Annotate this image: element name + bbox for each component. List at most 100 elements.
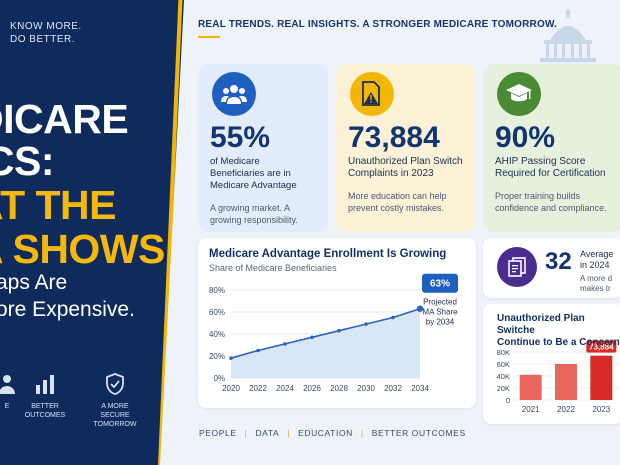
stat-description: Unauthorized Plan Switch Complaints in 2… [348, 156, 463, 179]
x-tick-label: 2032 [384, 384, 402, 393]
data-point [337, 328, 341, 333]
series-line [230, 307, 421, 359]
bar [519, 374, 542, 400]
annotation-text: by 2034 [426, 318, 455, 327]
annotation-text: Projected [423, 298, 457, 307]
y-tick-label: 40% [209, 330, 225, 339]
x-tick-label: 2030 [357, 384, 375, 393]
data-point [256, 348, 260, 353]
headline-line-4: A SHOWS [0, 226, 165, 272]
people-icon [221, 85, 247, 104]
stat-description: of Medicare Beneficiaries are in Medicar… [210, 156, 297, 191]
stat-value: 90% [495, 121, 556, 154]
x-tick-label: 2028 [330, 384, 348, 393]
stat-value: 55% [210, 121, 271, 154]
mini-stat-note: A more d makes tr [580, 274, 613, 293]
data-label-badge [586, 340, 617, 353]
x-tick-label: 2020 [222, 384, 240, 393]
mini-stat-card: 32 Average in 2024 A more d makes tr [483, 238, 620, 298]
subhead-line-1: aps Are [0, 271, 68, 294]
data-point [229, 356, 233, 360]
y-tick-label: 0 [506, 396, 510, 405]
line-chart-subtitle: Share of Medicare Beneficiaries [209, 263, 337, 273]
document-warning-icon [362, 81, 380, 106]
stat-card-ahip: 90% AHIP Passing Score Required for Cert… [483, 64, 620, 232]
left-panel: KNOW MORE. DO BETTER. DICARE ICS: AT THE… [0, 0, 192, 465]
y-tick-label: 80K [497, 348, 510, 357]
stat-badge [212, 72, 256, 116]
y-tick-label: 20K [497, 384, 510, 393]
y-tick-label: 60K [497, 360, 510, 369]
y-tick-label: 40K [497, 372, 510, 381]
x-tick-label: 2034 [411, 384, 429, 393]
y-tick-label: 80% [209, 286, 225, 295]
left-icon-label: BETTER OUTCOMES [24, 403, 66, 419]
left-icon-people: E [0, 372, 42, 411]
graduation-cap-icon [506, 84, 532, 102]
line-area [231, 308, 420, 378]
data-point [364, 322, 368, 326]
headline-line-3: AT THE [0, 182, 117, 228]
annotation-value: 63% [430, 279, 450, 290]
x-tick-label: 2021 [522, 405, 540, 414]
people-icon [0, 375, 15, 394]
stat-note: More education can help prevent costly m… [348, 191, 447, 213]
data-point [416, 305, 424, 312]
headline-line-1: DICARE [0, 96, 129, 142]
documents-icon [508, 257, 526, 277]
x-tick-label: 2024 [276, 384, 294, 393]
annotation-badge [422, 273, 458, 293]
bar [590, 355, 613, 400]
y-tick-label: 20% [209, 352, 225, 361]
y-tick-label: 0% [213, 374, 225, 383]
shield-check-icon [106, 373, 124, 395]
mini-stat-value: 32 [545, 248, 572, 275]
header-tagline: REAL TRENDS. REAL INSIGHTS. A STRONGER M… [198, 19, 558, 30]
x-tick-label: 2023 [592, 405, 610, 414]
x-tick-label: 2026 [303, 384, 321, 393]
bar-chart-title: Unauthorized Plan Switche Continue to Be… [497, 313, 620, 348]
left-icon-outcomes: BETTER OUTCOMES [10, 372, 80, 420]
footer-item-education: EDUCATION [298, 428, 353, 438]
data-point [310, 335, 314, 340]
footer-separator: | [244, 428, 248, 438]
bar [555, 364, 577, 400]
stat-note: Proper training builds confidence and co… [495, 191, 607, 213]
data-point [391, 315, 395, 320]
subhead-line-2: ore Expensive. [0, 298, 135, 321]
stat-badge [497, 72, 541, 116]
footer-item-outcomes: BETTER OUTCOMES [371, 428, 466, 438]
left-icon-label: E [4, 403, 10, 410]
line-chart-panel: 0% 20% 40% 60% 80% 2020 2022 2024 2026 2028 2030 20… [198, 238, 476, 408]
stat-value: 73,884 [348, 121, 440, 154]
x-tick-label: 2022 [249, 384, 267, 393]
footer-item-data: DATA [255, 428, 280, 438]
stat-note: A growing market. A growing responsibili… [210, 203, 298, 225]
data-label: 73,884 [589, 343, 614, 352]
stat-badge [497, 247, 537, 287]
annotation-text: MA Share [422, 308, 458, 317]
bar-chart: 80K 60K 40K 20K 0 2021 2022 2023 73,884 [497, 340, 619, 414]
capitol-dome-icon [540, 10, 596, 62]
footer-separator: | [287, 428, 291, 438]
x-tick-label: 2022 [557, 405, 575, 414]
bar-chart-panel: 80K 60K 40K 20K 0 2021 2022 2023 73,884 Unauthor… [483, 304, 620, 424]
headline-line-2: ICS: [0, 138, 55, 184]
stat-badge [350, 72, 394, 116]
line-chart-title: Medicare Advantage Enrollment Is Growing [209, 248, 447, 260]
stat-card-ma-share: 55% of Medicare Beneficiaries are in Med… [198, 64, 328, 232]
footer-item-people: PEOPLE [199, 428, 237, 438]
mini-stat-description: Average in 2024 [580, 249, 614, 270]
bar-chart-icon [36, 375, 54, 394]
left-icon-secure: A MORE SECURE TOMORROW [80, 372, 150, 429]
data-point [283, 342, 287, 346]
header-accent-bar [198, 36, 220, 38]
stat-description: AHIP Passing Score Required for Certific… [495, 156, 606, 179]
footer-separator: | [360, 428, 364, 438]
line-chart: 0% 20% 40% 60% 80% 2020 2022 2024 2026 2028 2030 20… [209, 273, 458, 393]
left-tagline: KNOW MORE. DO BETTER. [10, 21, 82, 45]
stat-card-complaints: 73,884 Unauthorized Plan Switch Complain… [336, 64, 476, 232]
y-tick-label: 60% [209, 308, 225, 317]
left-icon-label: A MORE SECURE TOMORROW [93, 403, 137, 428]
footer-nav: PEOPLE | DATA | EDUCATION | BETTER OUTCO… [199, 428, 466, 438]
